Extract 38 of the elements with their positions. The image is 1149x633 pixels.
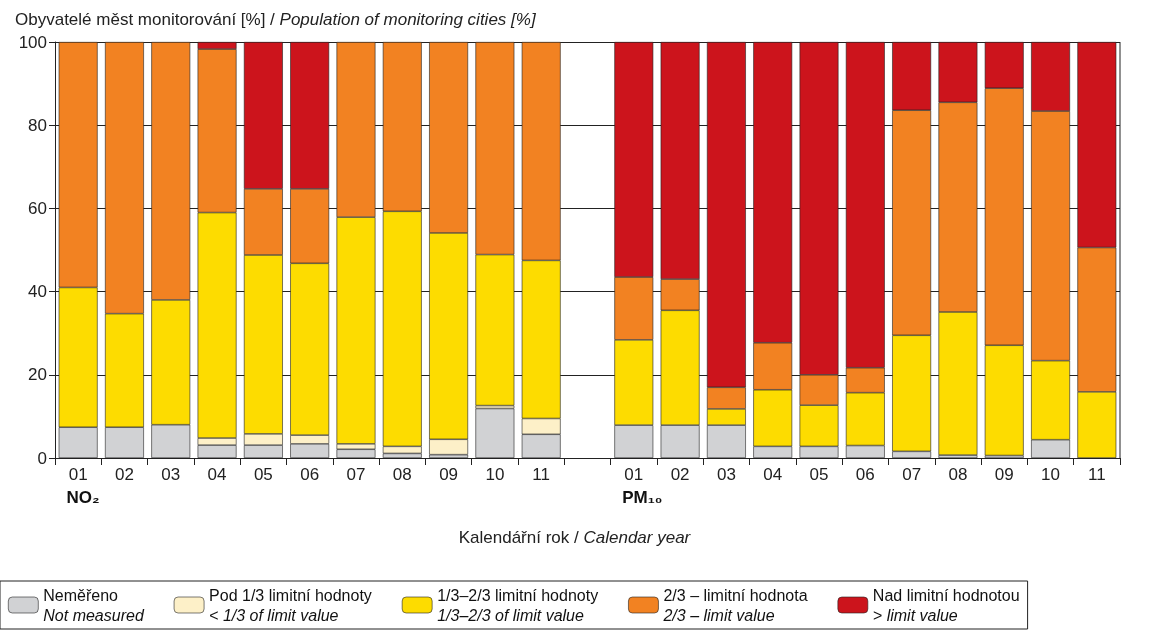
x-tick-label: 07 <box>346 465 366 484</box>
x-tick-label: 11 <box>1088 465 1106 484</box>
legend-label: Nad limitní hodnotou > limit value <box>872 586 1020 624</box>
y-tick-label: 0 <box>37 448 47 468</box>
x-axis-title: Kalendářní rok / Calendar year <box>458 528 692 547</box>
x-tick-label: 01 <box>68 465 88 484</box>
x-tick-label: 05 <box>253 465 273 484</box>
text: PM₁₀ <box>622 488 663 507</box>
x-tick-label: 03 <box>716 465 736 484</box>
x-tick-label: 01 <box>624 465 644 484</box>
x-tick-label: 10 <box>485 465 505 484</box>
y-tick-label: 20 <box>28 365 47 385</box>
legend-label: 2/3 – limitní hodnota 2/3 – limit value <box>662 586 808 624</box>
x-tick-label: 06 <box>855 465 875 484</box>
x-tick-label: 10 <box>1041 465 1060 484</box>
y-tick-label: 100 <box>18 32 47 52</box>
y-tick-label: 60 <box>28 198 47 218</box>
x-tick-label: 07 <box>902 465 922 484</box>
x-tick-label: 03 <box>161 465 181 484</box>
x-tick-label: 09 <box>994 465 1014 484</box>
x-tick-label: 05 <box>809 465 829 484</box>
text: NO₂ <box>66 488 100 507</box>
x-tick-label: 02 <box>115 465 134 484</box>
x-tick-label: 11 <box>532 465 551 484</box>
x-tick-label: 02 <box>670 465 690 484</box>
y-tick-label: 80 <box>28 115 47 135</box>
legend-label: Neměřeno Not measured <box>43 586 145 624</box>
y-axis-title: Obyvatelé měst monitorování [%] / Population of monitoring cities [%] <box>15 10 537 29</box>
x-tick-label: 04 <box>207 465 227 484</box>
bar <box>475 408 515 458</box>
legend-label: 1/3–2/3 limitní hodnoty 1/3–2/3 of limit value <box>437 586 599 624</box>
x-tick-label: 06 <box>300 465 320 484</box>
x-tick-label: 04 <box>763 465 783 484</box>
y-tick-label: 40 <box>28 282 47 302</box>
legend-label: Pod 1/3 limitní hodnoty < 1/3 of limit value <box>209 586 372 624</box>
x-tick-label: 09 <box>439 465 459 484</box>
x-tick-label: 08 <box>948 465 968 484</box>
x-tick-label: 08 <box>392 465 412 484</box>
